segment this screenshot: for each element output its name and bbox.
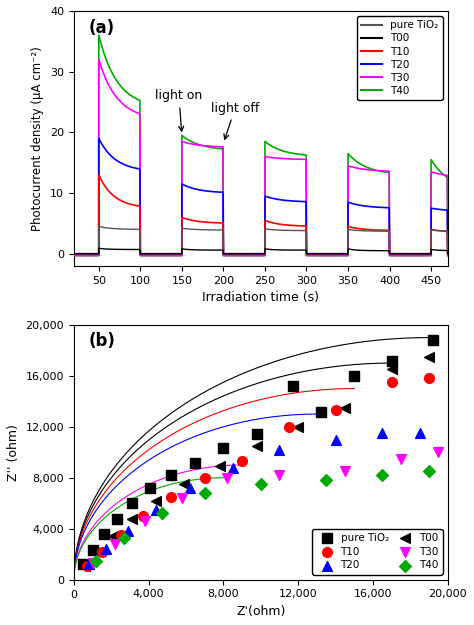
pure TiO₂ <box>388 356 395 366</box>
pure TiO₂ <box>253 429 261 439</box>
pure TiO₂ <box>191 458 199 468</box>
X-axis label: Z'(ohm): Z'(ohm) <box>236 605 285 618</box>
T20 <box>332 434 339 444</box>
pure TiO₂ <box>89 546 96 556</box>
T30 <box>223 472 231 482</box>
T30 <box>89 558 96 568</box>
T20 <box>102 544 109 554</box>
T30 <box>179 493 186 503</box>
T20 <box>276 445 283 455</box>
T40 <box>92 556 100 566</box>
T40 <box>120 532 128 542</box>
T20 <box>229 462 237 472</box>
T30 <box>276 470 283 480</box>
T10 <box>201 472 209 482</box>
T10 <box>332 405 339 415</box>
T10 <box>98 547 106 557</box>
T00 <box>216 461 223 471</box>
pure TiO₂ <box>289 381 296 391</box>
T30 <box>435 448 442 458</box>
Text: light off: light off <box>211 102 259 139</box>
T00 <box>81 561 89 571</box>
T20 <box>416 428 423 438</box>
T10 <box>83 561 91 571</box>
T10 <box>388 378 395 388</box>
T00 <box>253 441 261 451</box>
T30 <box>341 466 349 476</box>
T40 <box>322 476 330 486</box>
T30 <box>397 454 405 464</box>
T30 <box>111 539 119 549</box>
pure TiO₂ <box>429 335 437 345</box>
T20 <box>186 483 193 493</box>
pure TiO₂ <box>147 483 155 493</box>
pure TiO₂ <box>350 371 358 381</box>
T10 <box>117 530 124 540</box>
T00 <box>294 422 302 432</box>
pure TiO₂ <box>167 470 175 480</box>
T20 <box>379 428 386 438</box>
X-axis label: Irradiation time (s): Irradiation time (s) <box>202 291 319 304</box>
T40 <box>158 509 165 519</box>
T00 <box>128 514 136 524</box>
T10 <box>238 456 246 466</box>
Legend: pure TiO₂, T10, T20, T00, T30, T40: pure TiO₂, T10, T20, T00, T30, T40 <box>312 529 443 574</box>
T40 <box>379 470 386 480</box>
Text: light on: light on <box>155 89 202 131</box>
Legend: pure TiO₂, T00, T10, T20, T30, T40: pure TiO₂, T00, T10, T20, T30, T40 <box>357 16 443 100</box>
T00 <box>152 496 160 506</box>
T20 <box>152 504 160 514</box>
T40 <box>425 466 433 476</box>
Text: (b): (b) <box>89 332 116 351</box>
pure TiO₂ <box>113 514 121 524</box>
T00 <box>180 479 188 489</box>
T10 <box>167 492 175 502</box>
T40 <box>257 479 264 489</box>
T30 <box>141 516 149 526</box>
Y-axis label: Photocurrent density (μA cm⁻²): Photocurrent density (μA cm⁻²) <box>31 46 45 231</box>
T20 <box>85 559 92 569</box>
T00 <box>109 531 117 541</box>
pure TiO₂ <box>80 559 87 569</box>
pure TiO₂ <box>317 406 324 416</box>
T40 <box>201 488 209 498</box>
T10 <box>285 422 292 432</box>
T10 <box>139 511 147 521</box>
pure TiO₂ <box>128 498 136 508</box>
T00 <box>388 364 395 374</box>
Text: (a): (a) <box>89 19 115 37</box>
pure TiO₂ <box>100 529 108 539</box>
pure TiO₂ <box>219 444 227 454</box>
T00 <box>341 402 349 412</box>
T10 <box>425 373 433 383</box>
T00 <box>94 547 102 557</box>
Y-axis label: Z'' (ohm): Z'' (ohm) <box>7 424 20 481</box>
T20 <box>124 526 132 536</box>
T00 <box>425 352 433 362</box>
